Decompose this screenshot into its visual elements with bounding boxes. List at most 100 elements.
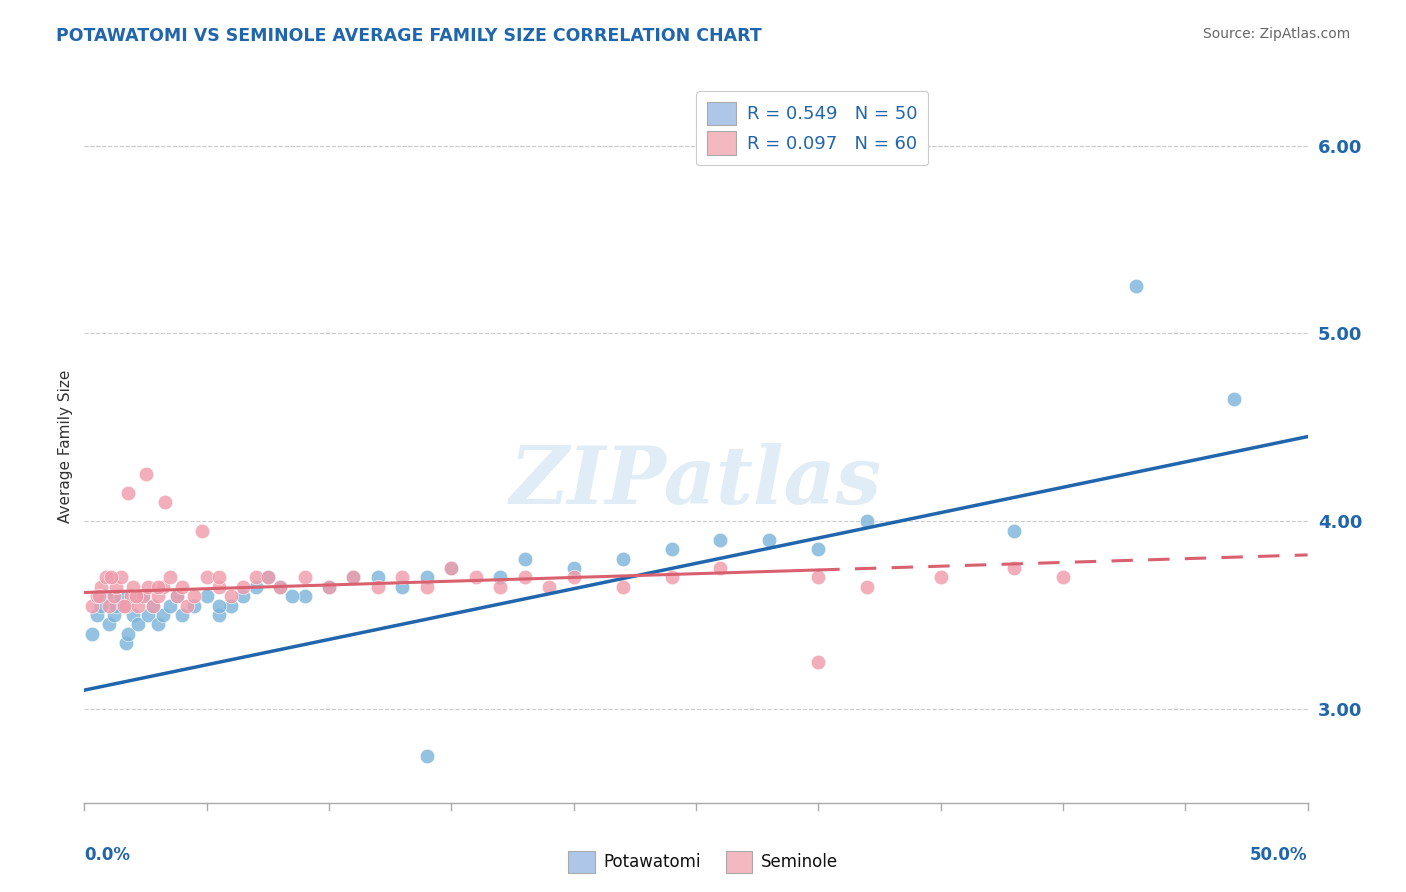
Point xyxy=(367,570,389,584)
Point xyxy=(562,561,585,575)
Point xyxy=(117,627,139,641)
Point xyxy=(112,599,135,613)
Point xyxy=(80,599,103,613)
Point xyxy=(257,570,280,584)
Point xyxy=(807,542,830,557)
Point xyxy=(232,589,254,603)
Point xyxy=(245,580,267,594)
Point xyxy=(159,570,181,584)
Point xyxy=(562,570,585,584)
Point xyxy=(97,599,120,613)
Point xyxy=(219,589,242,603)
Point xyxy=(856,580,879,594)
Point xyxy=(152,607,174,622)
Point xyxy=(110,570,132,584)
Point xyxy=(318,580,340,594)
Point xyxy=(191,524,214,538)
Point xyxy=(127,617,149,632)
Point xyxy=(125,589,148,603)
Point xyxy=(269,580,291,594)
Point xyxy=(152,580,174,594)
Point xyxy=(195,589,218,603)
Point xyxy=(391,580,413,594)
Point xyxy=(513,570,536,584)
Point xyxy=(269,580,291,594)
Point xyxy=(136,607,159,622)
Point xyxy=(489,570,512,584)
Point xyxy=(440,561,463,575)
Point xyxy=(166,589,188,603)
Y-axis label: Average Family Size: Average Family Size xyxy=(58,369,73,523)
Point xyxy=(110,589,132,603)
Point xyxy=(391,570,413,584)
Point xyxy=(176,599,198,613)
Point xyxy=(1052,570,1074,584)
Point xyxy=(416,580,439,594)
Point xyxy=(146,580,169,594)
Point xyxy=(416,570,439,584)
Point xyxy=(103,607,125,622)
Point xyxy=(195,570,218,584)
Point xyxy=(612,580,634,594)
Point xyxy=(90,599,112,613)
Point xyxy=(86,589,108,603)
Point xyxy=(294,570,316,584)
Point xyxy=(166,589,188,603)
Point xyxy=(294,589,316,603)
Point xyxy=(257,570,280,584)
Point xyxy=(758,533,780,547)
Point xyxy=(172,607,194,622)
Point xyxy=(115,599,138,613)
Text: Source: ZipAtlas.com: Source: ZipAtlas.com xyxy=(1202,27,1350,41)
Point xyxy=(1002,561,1025,575)
Point xyxy=(135,467,157,482)
Point xyxy=(208,580,231,594)
Point xyxy=(96,570,118,584)
Point xyxy=(117,486,139,500)
Point xyxy=(245,570,267,584)
Point xyxy=(464,570,486,584)
Point xyxy=(159,599,181,613)
Point xyxy=(90,580,112,594)
Point xyxy=(1125,279,1147,293)
Point xyxy=(416,748,439,763)
Point xyxy=(127,599,149,613)
Point xyxy=(172,580,194,594)
Point xyxy=(87,589,110,603)
Point xyxy=(136,580,159,594)
Legend: R = 0.549   N = 50, R = 0.097   N = 60: R = 0.549 N = 50, R = 0.097 N = 60 xyxy=(696,91,928,166)
Point xyxy=(709,533,731,547)
Text: ZIPatlas: ZIPatlas xyxy=(510,443,882,520)
Point xyxy=(208,607,231,622)
Point xyxy=(318,580,340,594)
Point xyxy=(1223,392,1246,406)
Point xyxy=(122,580,145,594)
Point xyxy=(100,570,122,584)
Point xyxy=(709,561,731,575)
Point xyxy=(367,580,389,594)
Point xyxy=(856,514,879,528)
Point xyxy=(440,561,463,575)
Point xyxy=(105,599,128,613)
Point xyxy=(661,570,683,584)
Point xyxy=(120,589,142,603)
Point xyxy=(208,570,231,584)
Point xyxy=(612,551,634,566)
Point xyxy=(929,570,952,584)
Text: 50.0%: 50.0% xyxy=(1250,846,1308,863)
Point xyxy=(281,589,304,603)
Point xyxy=(122,607,145,622)
Point xyxy=(97,617,120,632)
Point xyxy=(132,589,155,603)
Point xyxy=(1002,524,1025,538)
Point xyxy=(142,599,165,613)
Point xyxy=(80,627,103,641)
Point xyxy=(96,589,118,603)
Point xyxy=(142,599,165,613)
Point xyxy=(132,589,155,603)
Point xyxy=(219,599,242,613)
Point xyxy=(183,599,205,613)
Point xyxy=(146,589,169,603)
Point xyxy=(342,570,364,584)
Point xyxy=(232,580,254,594)
